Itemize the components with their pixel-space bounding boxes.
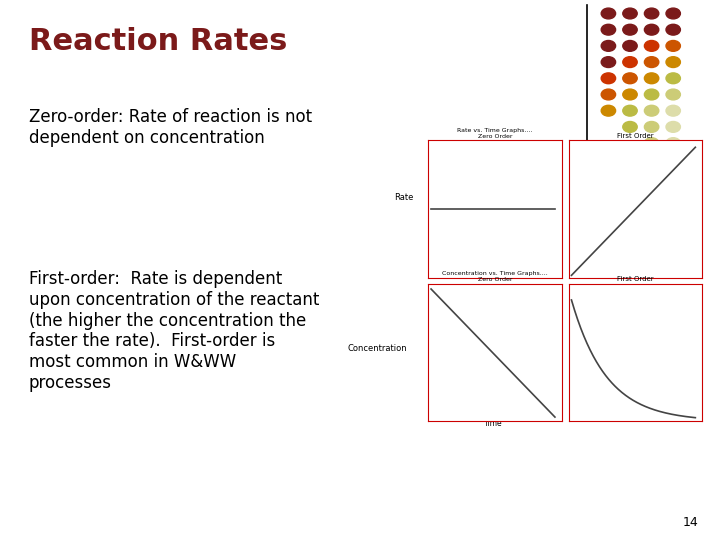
Text: First-order:  Rate is dependent
upon concentration of the reactant
(the higher t: First-order: Rate is dependent upon conc… [29,270,319,392]
Circle shape [666,105,680,116]
Text: Concentration: Concentration [347,344,407,353]
Circle shape [623,89,637,100]
Circle shape [623,73,637,84]
Circle shape [644,138,659,148]
Circle shape [666,122,680,132]
Circle shape [623,8,637,19]
Circle shape [623,40,637,51]
Circle shape [644,57,659,68]
Circle shape [601,73,616,84]
Circle shape [601,89,616,100]
Circle shape [644,8,659,19]
Circle shape [666,73,680,84]
Title: Rate vs. Time Graphs....
Zero Order: Rate vs. Time Graphs.... Zero Order [457,128,533,139]
Circle shape [666,138,680,148]
Circle shape [644,122,659,132]
Circle shape [644,73,659,84]
Text: Concentration: Concentration [466,294,521,303]
Circle shape [601,57,616,68]
Circle shape [601,105,616,116]
Circle shape [601,40,616,51]
Circle shape [666,89,680,100]
Circle shape [666,40,680,51]
Circle shape [644,24,659,35]
Circle shape [623,24,637,35]
Circle shape [666,24,680,35]
Circle shape [644,105,659,116]
Circle shape [601,8,616,19]
Text: Reaction Rates: Reaction Rates [29,27,287,56]
Title: Concentration vs. Time Graphs....
Zero Order: Concentration vs. Time Graphs.... Zero O… [442,271,548,282]
Circle shape [644,89,659,100]
Circle shape [623,105,637,116]
Title: First Order: First Order [617,276,654,282]
Text: Rate: Rate [395,193,414,201]
Text: Time: Time [484,418,503,428]
Text: Zero-order: Rate of reaction is not
dependent on concentration: Zero-order: Rate of reaction is not depe… [29,108,312,147]
Circle shape [666,8,680,19]
Circle shape [666,57,680,68]
Circle shape [623,122,637,132]
Circle shape [644,40,659,51]
Title: First Order: First Order [617,133,654,139]
Circle shape [623,57,637,68]
Text: 14: 14 [683,516,698,529]
Circle shape [601,24,616,35]
